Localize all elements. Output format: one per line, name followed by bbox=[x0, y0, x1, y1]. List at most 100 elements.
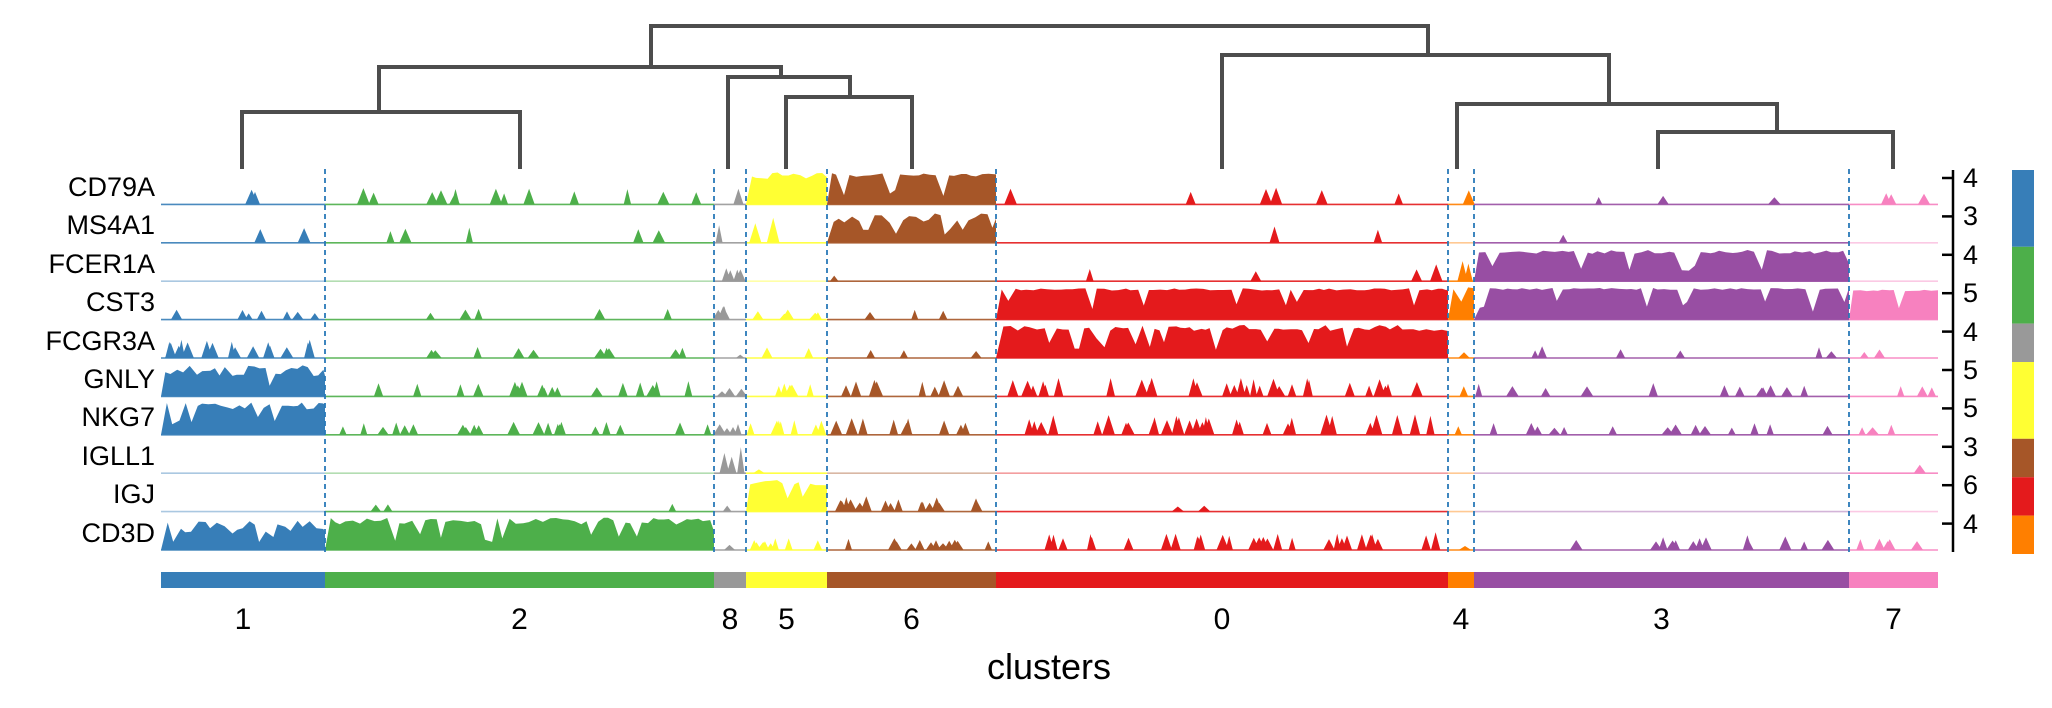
track-fill-MS4A1-cluster-3 bbox=[1474, 234, 1849, 243]
track-fill-CD79A-cluster-3 bbox=[1474, 195, 1849, 205]
track-fill-CD79A-cluster-4 bbox=[1448, 190, 1475, 205]
track-fill-IGJ-cluster-0 bbox=[996, 505, 1448, 512]
gene-group-bar-segment-cluster-6 bbox=[2012, 438, 2034, 478]
gene-group-bar-segment-cluster-0 bbox=[2012, 477, 2034, 516]
track-fill-CST3-cluster-2 bbox=[325, 308, 714, 320]
track-fill-CST3-cluster-6 bbox=[827, 309, 996, 320]
track-fill-FCER1A-cluster-6 bbox=[827, 275, 996, 282]
cluster-label-0: 0 bbox=[1213, 603, 1231, 636]
track-row-GNLY bbox=[161, 365, 1938, 398]
track-fill-FCER1A-cluster-8 bbox=[714, 268, 746, 282]
track-row-IGLL1 bbox=[161, 447, 1938, 475]
cluster-label-2: 2 bbox=[511, 603, 528, 636]
track-fill-FCGR3A-cluster-2 bbox=[325, 347, 714, 358]
track-fill-CD3D-cluster-8 bbox=[714, 544, 746, 550]
track-row-NKG7 bbox=[161, 402, 1938, 436]
track-row-MS4A1 bbox=[161, 213, 1938, 244]
right-y-axis bbox=[1942, 170, 1955, 552]
gene-label-CD3D: CD3D bbox=[81, 517, 155, 548]
cluster-bar-segment-2 bbox=[325, 572, 714, 588]
row-ymax-label-MS4A1: 3 bbox=[1963, 201, 1979, 232]
cluster-bar-segment-8 bbox=[714, 572, 746, 588]
track-fill-GNLY-cluster-1 bbox=[161, 365, 325, 397]
track-fill-NKG7-cluster-5 bbox=[746, 420, 827, 435]
track-fill-CST3-cluster-7 bbox=[1849, 289, 1938, 320]
track-fill-GNLY-cluster-6 bbox=[827, 379, 996, 397]
cluster-bar-segment-5 bbox=[746, 572, 827, 588]
cluster-separators bbox=[324, 169, 1850, 552]
cluster-label-5: 5 bbox=[778, 603, 795, 636]
track-fill-IGLL1-cluster-5 bbox=[746, 469, 827, 474]
track-fill-CD3D-cluster-3 bbox=[1474, 535, 1849, 550]
track-fill-FCGR3A-cluster-4 bbox=[1448, 352, 1474, 358]
cluster-label-6: 6 bbox=[903, 603, 920, 636]
track-fill-MS4A1-cluster-6 bbox=[827, 213, 996, 243]
gene-label-IGLL1: IGLL1 bbox=[81, 440, 155, 471]
track-fill-MS4A1-cluster-8 bbox=[714, 225, 746, 243]
track-row-FCER1A bbox=[161, 250, 1938, 283]
cluster-color-bar bbox=[161, 572, 1938, 588]
track-fill-CD79A-cluster-6 bbox=[827, 173, 996, 205]
gene-label-CD79A: CD79A bbox=[67, 172, 155, 202]
track-fill-FCER1A-cluster-4 bbox=[1448, 261, 1474, 282]
row-ymax-label-CST3: 5 bbox=[1963, 278, 1979, 309]
row-ymax-label-NKG7: 5 bbox=[1963, 393, 1979, 424]
cluster-bar-segment-0 bbox=[996, 572, 1448, 588]
gene-label-FCER1A: FCER1A bbox=[48, 248, 155, 279]
track-row-CD79A bbox=[161, 172, 1938, 206]
track-fill-IGLL1-cluster-8 bbox=[714, 447, 746, 474]
track-fill-CD79A-cluster-0 bbox=[996, 187, 1448, 205]
gene-group-bar-segment-cluster-4 bbox=[2012, 515, 2034, 554]
gene-label-NKG7: NKG7 bbox=[81, 402, 155, 433]
track-fill-FCGR3A-cluster-7 bbox=[1849, 349, 1938, 358]
track-fill-IGJ-cluster-6 bbox=[827, 496, 996, 512]
track-fill-FCGR3A-cluster-1 bbox=[161, 339, 325, 358]
cluster-label-3: 3 bbox=[1653, 603, 1670, 636]
track-fill-CD79A-cluster-7 bbox=[1849, 193, 1938, 205]
track-fill-GNLY-cluster-7 bbox=[1849, 386, 1938, 397]
track-fill-CST3-cluster-8 bbox=[712, 306, 746, 320]
track-fill-CD3D-cluster-1 bbox=[161, 520, 325, 550]
track-row-CD3D bbox=[161, 517, 1938, 551]
dendrogram bbox=[240, 24, 1895, 169]
gene-group-bar-segment-cluster-2 bbox=[2012, 246, 2034, 324]
row-ymax-label-IGLL1: 3 bbox=[1963, 431, 1979, 462]
cluster-label-1: 1 bbox=[234, 603, 252, 636]
gene-group-bar-segment-cluster-5 bbox=[2012, 362, 2034, 439]
cluster-bar-segment-3 bbox=[1474, 572, 1849, 588]
track-fill-NKG7-cluster-0 bbox=[996, 414, 1448, 435]
row-ymax-label-FCGR3A: 4 bbox=[1963, 316, 1979, 347]
track-fill-CD3D-cluster-5 bbox=[746, 538, 827, 550]
track-fill-CST3-cluster-1 bbox=[161, 309, 325, 320]
track-fill-NKG7-cluster-1 bbox=[161, 402, 325, 435]
track-fill-CD3D-cluster-0 bbox=[996, 532, 1448, 550]
track-fill-GNLY-cluster-4 bbox=[1448, 386, 1474, 397]
track-fill-NKG7-cluster-6 bbox=[827, 418, 996, 435]
track-fill-GNLY-cluster-2 bbox=[325, 381, 714, 397]
track-row-FCGR3A bbox=[161, 325, 1938, 359]
track-fill-FCGR3A-cluster-5 bbox=[746, 347, 827, 358]
track-fill-FCGR3A-cluster-8 bbox=[714, 354, 746, 358]
gene-group-bar-segment-cluster-8 bbox=[2012, 323, 2034, 362]
gene-group-bar-segment-cluster-1 bbox=[2012, 170, 2034, 247]
cluster-label-8: 8 bbox=[721, 603, 739, 636]
cluster-label-4: 4 bbox=[1452, 603, 1470, 636]
cluster-bar-segment-7 bbox=[1849, 572, 1938, 588]
track-fill-CST3-cluster-5 bbox=[746, 309, 827, 320]
track-fill-CD79A-cluster-2 bbox=[325, 188, 714, 205]
row-ymax-label-CD79A: 4 bbox=[1963, 163, 1979, 193]
gene-label-FCGR3A: FCGR3A bbox=[45, 325, 155, 356]
cluster-bar-segment-1 bbox=[161, 572, 325, 588]
track-fill-GNLY-cluster-3 bbox=[1474, 383, 1849, 397]
track-fill-CD3D-cluster-4 bbox=[1448, 546, 1474, 550]
track-fill-MS4A1-cluster-5 bbox=[746, 217, 827, 243]
track-row-CST3 bbox=[161, 287, 1938, 321]
track-fill-NKG7-cluster-3 bbox=[1474, 423, 1849, 435]
cluster-bar-segment-4 bbox=[1448, 572, 1474, 588]
track-fill-CST3-cluster-3 bbox=[1474, 288, 1849, 320]
track-fill-MS4A1-cluster-2 bbox=[325, 227, 714, 243]
track-fill-NKG7-cluster-2 bbox=[325, 421, 714, 435]
track-fill-GNLY-cluster-5 bbox=[746, 383, 827, 397]
track-fill-CD79A-cluster-5 bbox=[746, 172, 827, 205]
